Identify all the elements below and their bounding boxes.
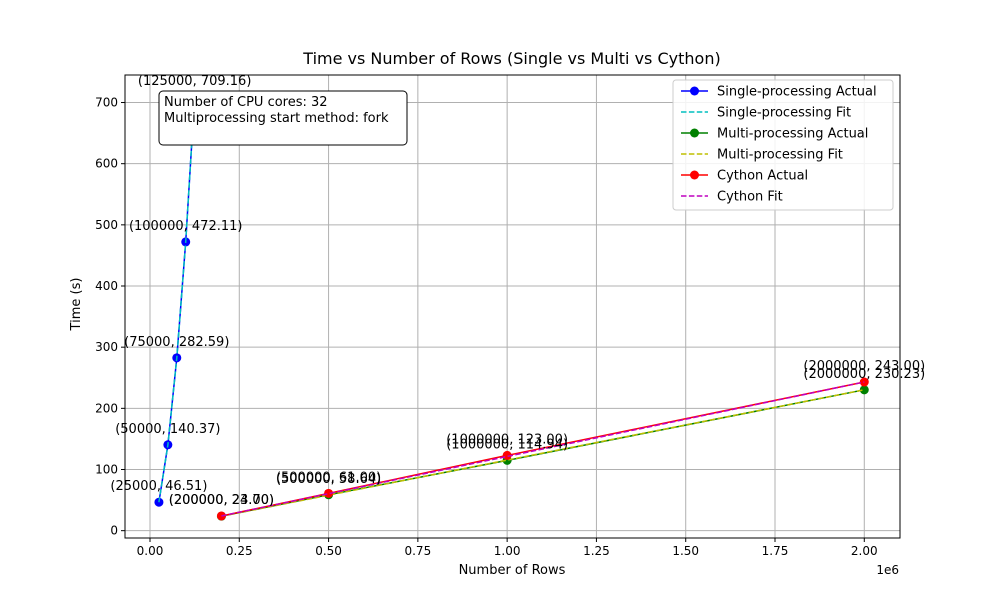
point-label: (75000, 282.59)	[124, 335, 229, 350]
y-tick-label: 200	[95, 401, 118, 415]
x-tick-label: 0.00	[137, 544, 164, 558]
y-axis-ticks: 0 100 200 300 400 500 600 700	[95, 96, 125, 538]
data-point	[154, 497, 164, 507]
x-tick-label: 0.50	[315, 544, 342, 558]
x-axis-scale-note: 1e6	[876, 563, 899, 577]
point-label: (200000, 24.00)	[169, 493, 274, 508]
point-label: (25000, 46.51)	[110, 479, 207, 494]
legend-label: Multi-processing Fit	[717, 148, 843, 163]
y-axis-label: Time (s)	[69, 278, 84, 332]
legend-swatch-marker	[690, 128, 699, 138]
series-line	[158, 96, 196, 503]
info-box-frame	[158, 90, 408, 146]
data-point	[324, 488, 334, 498]
legend-frame	[672, 79, 894, 211]
info-line-cpu-cores: Number of CPU cores: 32	[164, 95, 328, 110]
y-tick-label: 100	[95, 462, 118, 476]
x-axis-label: Number of Rows	[459, 563, 566, 578]
series-cython-fit	[221, 381, 865, 517]
y-tick-label: 0	[110, 524, 118, 538]
y-tick-label: 700	[95, 96, 118, 110]
legend-entry: Cython Actual	[681, 169, 808, 184]
point-label: (200000, 23.70)	[169, 493, 274, 508]
point-label: (50000, 140.37)	[115, 422, 220, 437]
legend-swatch-marker	[690, 86, 699, 96]
point-label: (500000, 61.00)	[276, 470, 381, 485]
x-tick-label: 1.50	[672, 544, 699, 558]
info-line-start-method: Multiprocessing start method: fork	[164, 111, 389, 126]
legend-label: Single-processing Actual	[717, 85, 877, 100]
legend-entry: Multi-processing Actual	[681, 127, 868, 142]
x-axis-ticks: 0.00 0.25 0.50 0.75 1.00 1.25 1.50 1.75 2.00	[137, 538, 878, 558]
legend-entry: Cython Fit	[681, 190, 783, 205]
y-tick-label: 300	[95, 340, 118, 354]
legend-swatch-marker	[690, 170, 699, 180]
legend-entry: Single-processing Actual	[681, 85, 877, 100]
legend-label: Multi-processing Actual	[717, 127, 868, 142]
series-single-processing-fit	[158, 96, 196, 503]
legend: Single-processing Actual Single-processin…	[672, 79, 894, 211]
point-label: (1000000, 123.00)	[446, 432, 568, 447]
point-label: (1000000, 114.94)	[446, 437, 568, 452]
x-tick-label: 1.75	[762, 544, 789, 558]
y-tick-label: 400	[95, 279, 118, 293]
y-tick-label: 600	[95, 157, 118, 171]
series-layer	[154, 92, 869, 521]
x-tick-label: 1.25	[583, 544, 610, 558]
x-tick-label: 1.00	[494, 544, 521, 558]
x-tick-label: 0.75	[404, 544, 431, 558]
point-annotations: (25000, 46.51) (50000, 140.37) (75000, 282…	[110, 74, 925, 508]
point-label: (125000, 709.16)	[138, 74, 252, 89]
series-line	[221, 381, 865, 517]
point-label: (500000, 58.64)	[276, 472, 381, 487]
point-label: (2000000, 230.23)	[803, 367, 925, 382]
data-point	[502, 450, 512, 460]
info-box: Number of CPU cores: 32 Multiprocessing …	[158, 90, 408, 146]
series-multi-processing-fit	[221, 389, 865, 518]
legend-entry: Single-processing Fit	[681, 106, 851, 121]
point-label: (2000000, 243.00)	[803, 359, 925, 374]
point-label: (100000, 472.11)	[129, 219, 243, 234]
y-tick-label: 500	[95, 218, 118, 232]
chart-title: Time vs Number of Rows (Single vs Multi …	[302, 49, 720, 68]
series-line	[221, 389, 865, 518]
plot-frame	[124, 74, 901, 539]
legend-label: Cython Actual	[717, 169, 808, 184]
legend-entry: Multi-processing Fit	[681, 148, 843, 163]
legend-label: Single-processing Fit	[717, 106, 851, 121]
x-tick-label: 2.00	[851, 544, 878, 558]
x-tick-label: 0.25	[226, 544, 253, 558]
data-point	[859, 385, 869, 395]
legend-label: Cython Fit	[717, 190, 783, 205]
